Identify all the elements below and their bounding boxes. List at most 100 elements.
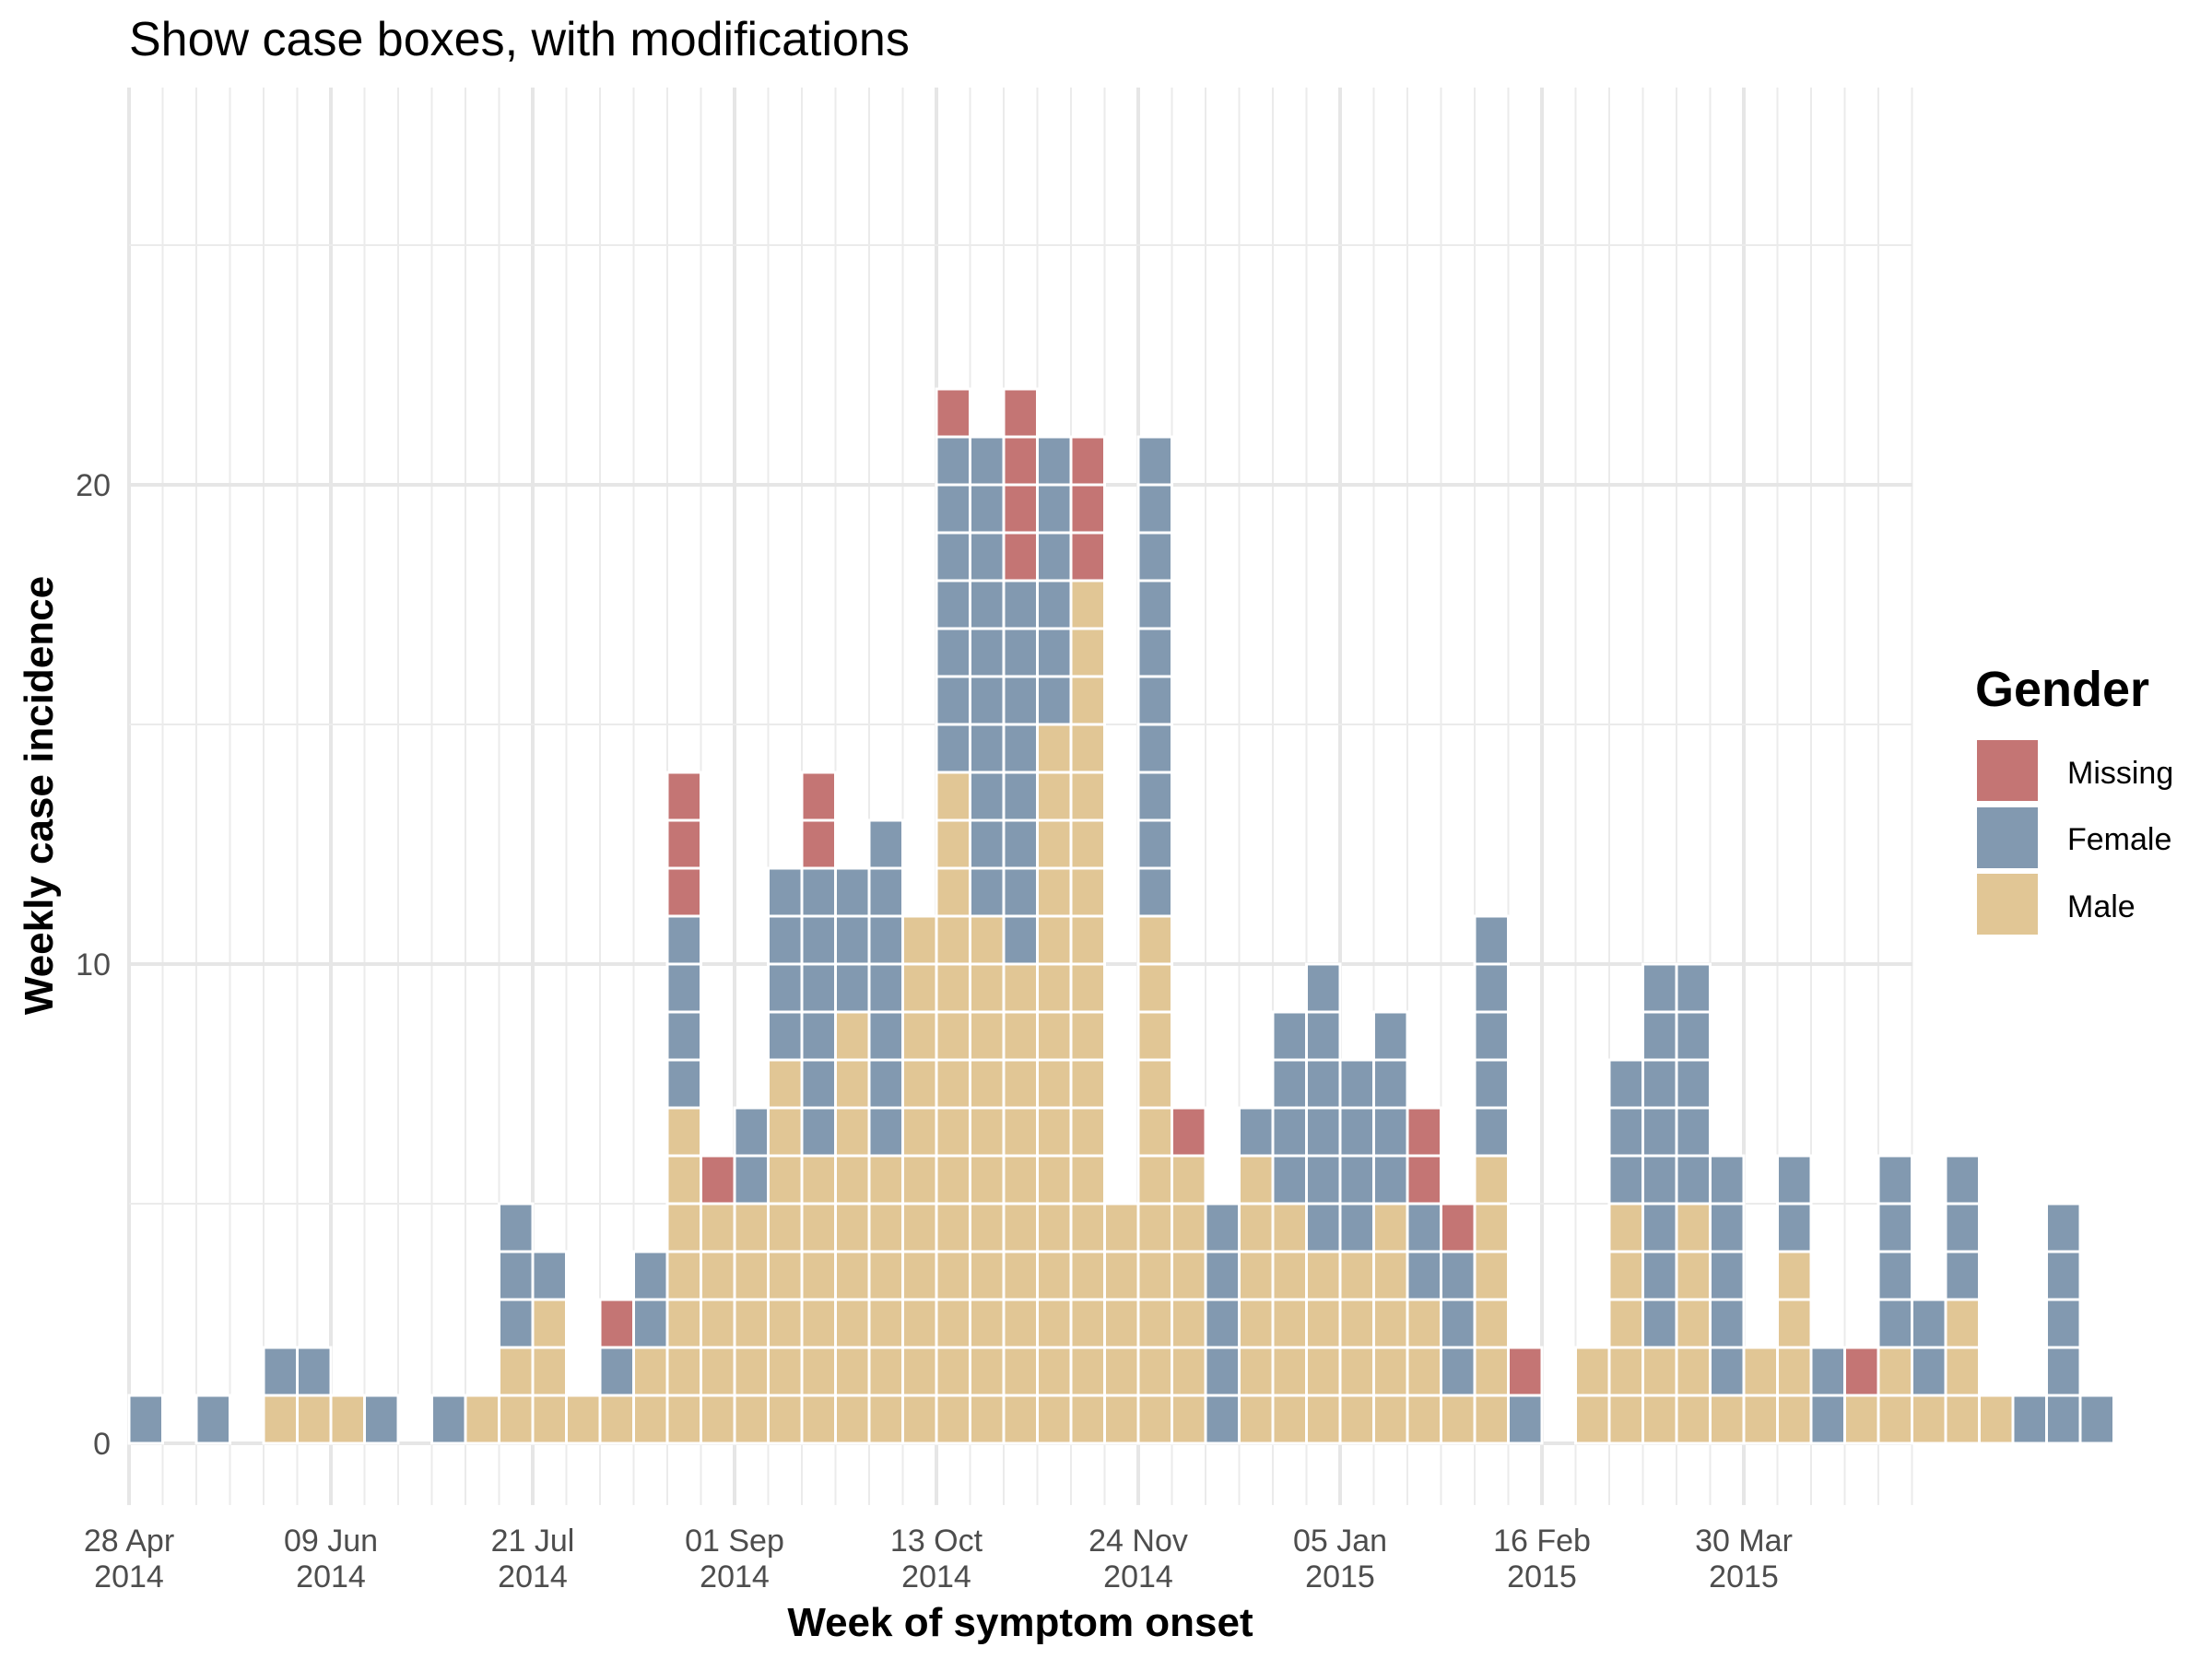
case-box-female — [1372, 1154, 1409, 1206]
case-box-male — [1002, 1298, 1039, 1349]
case-box-male — [1675, 1202, 1712, 1253]
case-box-male — [1776, 1298, 1813, 1349]
case-box-male — [1069, 1202, 1106, 1253]
case-box-female — [1473, 1010, 1510, 1062]
y-tick-label: 20 — [76, 468, 111, 503]
case-box-female — [1607, 1154, 1644, 1206]
case-box-female — [498, 1202, 535, 1253]
legend-swatch-female — [1977, 807, 2038, 868]
case-box-female — [1675, 1106, 1712, 1158]
case-box-female — [1877, 1298, 1913, 1349]
case-box-female — [800, 1010, 837, 1062]
case-box-female — [1709, 1154, 1746, 1206]
case-box-male — [1776, 1394, 1813, 1445]
case-box-female — [1204, 1394, 1241, 1445]
case-box-male — [1036, 866, 1073, 918]
case-box-male — [935, 1058, 971, 1110]
case-box-male — [733, 1394, 770, 1445]
case-box-male — [1675, 1298, 1712, 1349]
case-box-female — [1036, 579, 1073, 630]
case-box-male — [901, 962, 938, 1014]
case-box-female — [1406, 1202, 1442, 1253]
case-box-male — [1136, 1106, 1173, 1158]
case-box-female — [767, 962, 804, 1014]
case-box-female — [1036, 627, 1073, 678]
case-box-female — [867, 866, 904, 918]
case-box-male — [1911, 1394, 1947, 1445]
case-box-female — [867, 1058, 904, 1110]
case-box-female — [1002, 818, 1039, 870]
case-box-male — [1473, 1346, 1510, 1397]
x-tick-label-year: 2014 — [901, 1559, 971, 1594]
case-box-male — [1002, 1250, 1039, 1301]
case-box-male — [1776, 1250, 1813, 1301]
case-box-male — [733, 1298, 770, 1349]
case-box-male — [1607, 1346, 1644, 1397]
case-box-male — [700, 1202, 736, 1253]
case-box-female — [1036, 675, 1073, 726]
case-box-male — [1069, 1298, 1106, 1349]
case-box-male — [1372, 1250, 1409, 1301]
case-box-female — [969, 531, 1006, 582]
case-box-female — [1136, 627, 1173, 678]
case-box-female — [1641, 1298, 1678, 1349]
case-box-missing — [1406, 1154, 1442, 1206]
case-box-female — [1641, 962, 1678, 1014]
case-box-male — [1944, 1346, 1981, 1397]
case-box-female — [767, 1010, 804, 1062]
x-tick-label: 28 Apr — [84, 1524, 174, 1559]
case-box-male — [1338, 1250, 1375, 1301]
case-box-male — [1002, 1202, 1039, 1253]
y-tick-label: 0 — [93, 1427, 111, 1462]
case-box-female — [1675, 962, 1712, 1014]
case-box-female — [1877, 1202, 1913, 1253]
case-box-male — [1002, 1058, 1039, 1110]
case-box-male — [1372, 1346, 1409, 1397]
case-box-male — [767, 1250, 804, 1301]
case-box-female — [665, 914, 702, 966]
case-box-female — [1641, 1106, 1678, 1158]
case-box-female — [598, 1346, 635, 1397]
case-box-female — [1036, 531, 1073, 582]
case-box-missing — [598, 1298, 635, 1349]
case-box-male — [1171, 1154, 1207, 1206]
case-box-male — [531, 1298, 568, 1349]
case-box-female — [1002, 627, 1039, 678]
case-box-male — [1136, 1202, 1173, 1253]
case-box-female — [1440, 1298, 1477, 1349]
case-box-female — [1136, 579, 1173, 630]
case-box-male — [1136, 1058, 1173, 1110]
case-box-female — [1607, 1058, 1644, 1110]
case-box-female — [1305, 1010, 1342, 1062]
case-box-male — [1776, 1346, 1813, 1397]
case-box-female — [363, 1394, 400, 1445]
case-box-male — [262, 1394, 299, 1445]
case-box-female — [1809, 1346, 1846, 1397]
case-box-male — [800, 1346, 837, 1397]
case-box-female — [1136, 435, 1173, 487]
case-box-male — [1171, 1250, 1207, 1301]
case-box-female — [1204, 1202, 1241, 1253]
case-box-female — [1136, 866, 1173, 918]
case-box-male — [1607, 1202, 1644, 1253]
case-box-missing — [800, 771, 837, 822]
case-box-female — [1002, 866, 1039, 918]
case-box-male — [700, 1346, 736, 1397]
case-box-missing — [1002, 483, 1039, 535]
case-box-female — [1607, 1106, 1644, 1158]
case-box-male — [1036, 1010, 1073, 1062]
case-box-female — [935, 435, 971, 487]
case-box-female — [1136, 675, 1173, 726]
case-box-male — [867, 1346, 904, 1397]
case-box-male — [1305, 1250, 1342, 1301]
case-box-male — [498, 1346, 535, 1397]
case-box-male — [901, 1394, 938, 1445]
legend-label-male: Male — [2067, 889, 2136, 924]
case-box-male — [665, 1154, 702, 1206]
case-box-male — [1271, 1394, 1308, 1445]
case-box-male — [901, 1154, 938, 1206]
case-box-male — [1136, 1154, 1173, 1206]
case-box-male — [1271, 1298, 1308, 1349]
case-box-male — [1338, 1394, 1375, 1445]
case-box-female — [1473, 1058, 1510, 1110]
